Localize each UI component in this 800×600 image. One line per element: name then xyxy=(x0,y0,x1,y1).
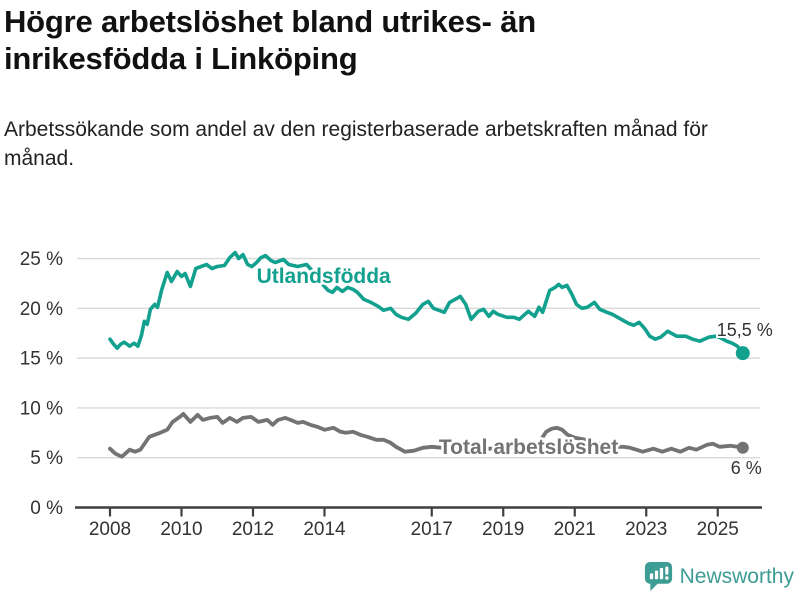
y-axis-tick-label: 0 % xyxy=(30,498,63,519)
y-axis-tick-label: 15 % xyxy=(20,349,63,370)
x-axis-tick-label: 2025 xyxy=(697,519,739,540)
series-label-total: Total arbetslöshet xyxy=(439,436,618,459)
x-axis-tick-label: 2012 xyxy=(232,519,274,540)
newsworthy-icon xyxy=(644,562,672,591)
end-value-label-utlandsfodda: 15,5 % xyxy=(717,320,773,340)
newsworthy-wordmark: Newsworthy xyxy=(679,564,794,588)
y-axis-tick-label: 10 % xyxy=(20,398,63,419)
x-axis-tick-label: 2023 xyxy=(625,519,667,540)
series-line-total xyxy=(108,411,745,459)
line-chart: 0 % 5 % 10 % 15 % 20 % 25 % 2008 2010 2012 2014 20… xyxy=(20,249,775,540)
x-axis-tick-label: 2014 xyxy=(303,519,346,540)
newsworthy-logo[interactable]: Newsworthy xyxy=(644,561,794,592)
y-axis-tick-label: 5 % xyxy=(30,448,63,469)
chart-subtitle: Arbetssökande som andel av den registerb… xyxy=(4,118,708,170)
end-value-label-total: 6 % xyxy=(731,458,762,478)
x-axis-tick-label: 2019 xyxy=(482,519,524,540)
x-axis-tick-label: 2010 xyxy=(160,519,202,540)
y-axis-tick-label: 25 % xyxy=(20,249,63,270)
page-title: Högre arbetslöshet bland utrikes- än inr… xyxy=(4,4,536,76)
x-axis-tick-label: 2008 xyxy=(89,519,131,540)
series-end-dot-utlandsfodda xyxy=(735,346,750,361)
series-line-utlandsfodda xyxy=(108,250,745,355)
x-axis-tick-label: 2021 xyxy=(554,519,596,540)
series-end-dot-total xyxy=(736,441,749,454)
x-axis-tick-label: 2017 xyxy=(411,519,453,540)
y-axis-tick-label: 20 % xyxy=(20,299,63,320)
series-label-utlandsfodda: Utlandsfödda xyxy=(257,265,391,288)
